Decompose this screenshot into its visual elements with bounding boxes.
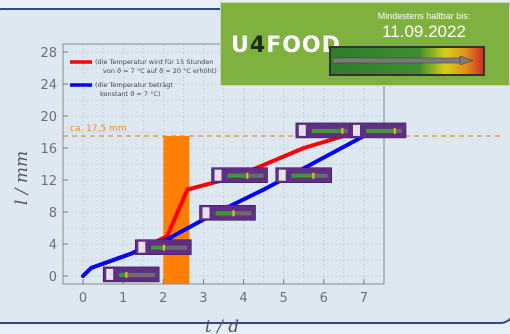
mini-label-marker — [125, 271, 128, 278]
y-axis-title: l / mm — [12, 151, 32, 205]
mini-product-label — [295, 122, 353, 139]
mini-label-logo — [214, 169, 222, 181]
mini-label-logo — [138, 241, 146, 253]
mini-label-fill — [119, 272, 127, 277]
freshness-arrow-icon — [333, 56, 473, 65]
y-tick-label: 8 — [49, 206, 57, 221]
mini-label-marker — [162, 244, 165, 251]
y-tick-label: 24 — [40, 78, 57, 93]
threshold-annotation: ca. 17,5 mm — [70, 124, 127, 134]
mini-label-marker — [232, 210, 235, 217]
best-before-caption: Mindestens haltbar bis: — [377, 11, 471, 21]
x-tick-label: 4 — [239, 291, 247, 306]
highlight-band — [163, 136, 190, 284]
legend: (die Temperatur wird für 15 Stunden von … — [70, 58, 217, 98]
x-axis-title: t / d — [205, 317, 239, 334]
mini-product-label — [349, 122, 407, 139]
mini-label-track — [119, 272, 156, 277]
x-tick-label: 5 — [280, 291, 288, 306]
mini-label-logo — [352, 124, 360, 136]
x-tick-label: 0 — [79, 291, 87, 306]
logo-word-food: FOOD — [266, 33, 341, 58]
legend-text-red-2: von ϑ = 7 °C auf ϑ = 20 °C erhöht) — [103, 67, 217, 75]
y-tick-label: 16 — [40, 142, 57, 157]
mini-label-fill — [291, 173, 314, 178]
mini-label-marker — [393, 127, 396, 134]
legend-text-blue-2: konstant ϑ = 7 °C) — [100, 90, 160, 98]
logo-digit-four: 4 — [249, 33, 267, 58]
mini-label-fill — [365, 128, 395, 133]
mini-product-label — [275, 167, 333, 183]
legend-text-red-1: (die Temperatur wird für 15 Stunden — [95, 58, 213, 66]
mini-product-label — [199, 205, 256, 221]
x-tick-label: 1 — [119, 291, 127, 306]
mini-label-fill — [311, 128, 343, 133]
mini-label-marker — [312, 172, 315, 179]
labels-layer — [102, 122, 407, 283]
mini-label-fill — [151, 245, 164, 250]
mini-label-marker — [246, 172, 249, 179]
mini-label-fill — [215, 211, 234, 216]
x-tick-label: 6 — [320, 291, 328, 306]
x-tick-label: 2 — [159, 291, 167, 306]
legend-text-blue-1: (die Temperatur beträgt — [95, 81, 173, 89]
u4food-logo: U4FOOD — [231, 33, 341, 58]
x-tick-label: 7 — [360, 291, 368, 306]
logo-letter-u: U — [231, 33, 250, 58]
mini-product-label — [102, 266, 160, 283]
y-tick-label: 4 — [49, 238, 57, 253]
best-before-date: 11.09.2022 — [382, 22, 466, 41]
y-tick-label: 20 — [40, 110, 57, 125]
mini-label-logo — [278, 169, 286, 181]
mini-product-label — [211, 167, 268, 183]
mini-label-logo — [202, 207, 210, 219]
y-tick-label: 0 — [49, 270, 57, 285]
mini-label-marker — [341, 127, 344, 134]
x-tick-label: 3 — [199, 291, 207, 306]
band-layer — [163, 136, 190, 284]
mini-label-logo — [298, 124, 306, 136]
mini-label-track — [151, 245, 188, 250]
y-tick-label: 28 — [40, 46, 57, 61]
u4food-banner: U4FOOD Mindestens haltbar bis: 11.09.202… — [220, 2, 510, 86]
mini-product-label — [135, 239, 192, 255]
y-tick-label: 12 — [40, 174, 57, 189]
mini-label-logo — [106, 268, 114, 280]
mini-label-fill — [227, 173, 248, 178]
